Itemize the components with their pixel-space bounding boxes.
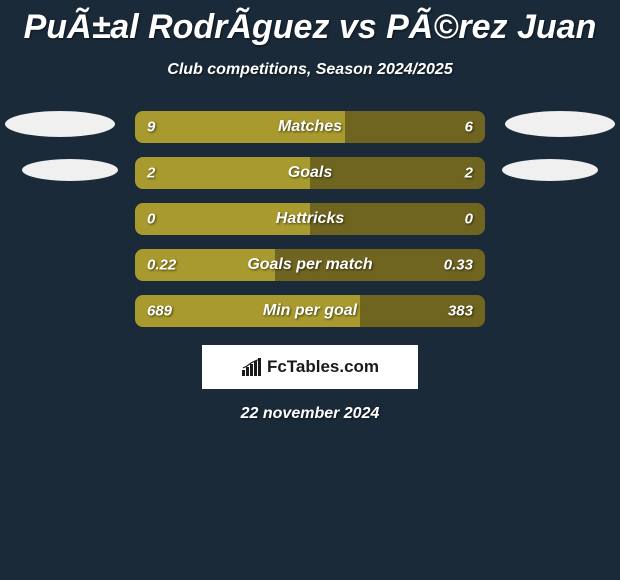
stat-value-left: 9 — [147, 119, 155, 136]
stat-label: Hattricks — [276, 210, 344, 228]
stat-value-right: 0 — [465, 211, 473, 228]
stat-row: 0 0 Hattricks — [135, 203, 485, 235]
stat-bar-right-fill — [310, 157, 485, 189]
bars-icon — [241, 358, 263, 376]
stat-value-right: 2 — [465, 165, 473, 182]
season-subtitle: Club competitions, Season 2024/2025 — [167, 61, 452, 79]
stat-row: 2 2 Goals — [135, 157, 485, 189]
stat-bar: 689 383 Min per goal — [135, 295, 485, 327]
stat-bar: 0 0 Hattricks — [135, 203, 485, 235]
stat-bar: 9 6 Matches — [135, 111, 485, 143]
page-title: PuÃ±al RodrÃ­guez vs PÃ©rez Juan — [24, 8, 597, 47]
stat-row: 0.22 0.33 Goals per match — [135, 249, 485, 281]
stat-row: 689 383 Min per goal — [135, 295, 485, 327]
stat-label: Goals per match — [247, 256, 372, 274]
stat-label: Goals — [288, 164, 332, 182]
stat-value-left: 0 — [147, 211, 155, 228]
stat-row: 9 6 Matches — [135, 111, 485, 143]
stat-bar: 0.22 0.33 Goals per match — [135, 249, 485, 281]
stat-bar-left-fill — [135, 157, 310, 189]
source-logo[interactable]: FcTables.com — [202, 345, 418, 389]
stat-value-left: 0.22 — [147, 257, 176, 274]
player-right-marker-1 — [505, 111, 615, 137]
stat-value-right: 0.33 — [444, 257, 473, 274]
logo-text: FcTables.com — [267, 357, 379, 377]
stat-label: Min per goal — [263, 302, 357, 320]
player-right-marker-2 — [502, 159, 598, 181]
stat-value-left: 689 — [147, 303, 172, 320]
date-line: 22 november 2024 — [241, 405, 380, 423]
stats-comparison: PuÃ±al RodrÃ­guez vs PÃ©rez Juan Club co… — [0, 0, 620, 423]
stat-value-left: 2 — [147, 165, 155, 182]
stat-value-right: 383 — [448, 303, 473, 320]
stat-label: Matches — [278, 118, 342, 136]
stat-value-right: 6 — [465, 119, 473, 136]
player-left-marker-2 — [22, 159, 118, 181]
stat-bar: 2 2 Goals — [135, 157, 485, 189]
player-left-marker-1 — [5, 111, 115, 137]
chart-area: 9 6 Matches 2 2 Goals 0 0 Hattricks 0.22 0.33 Goals… — [0, 111, 620, 327]
